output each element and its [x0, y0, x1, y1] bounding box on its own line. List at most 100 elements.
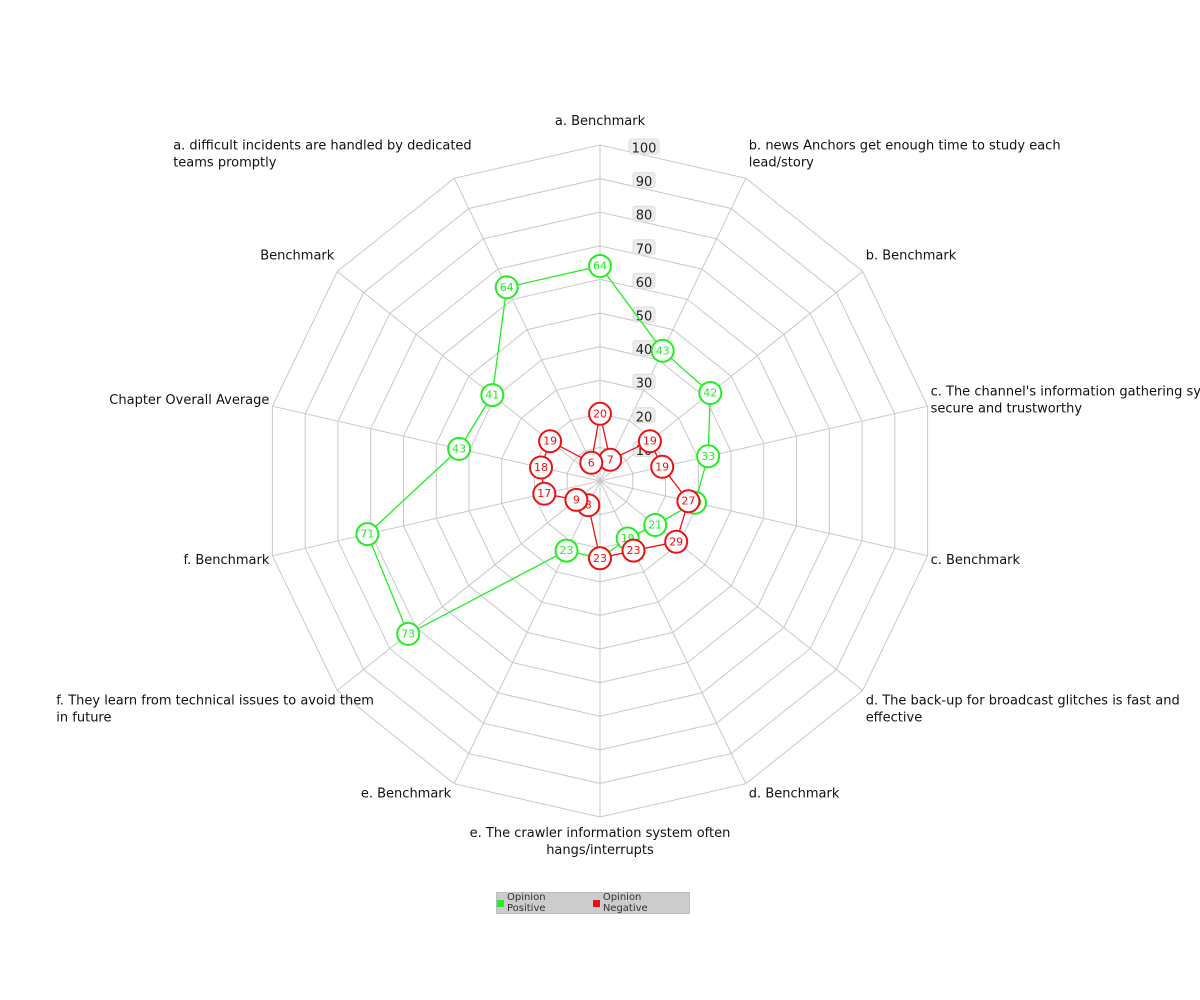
data-point [588, 254, 612, 278]
axis-label: e. The crawler information system often h… [470, 826, 731, 858]
axis-label-line: f. They learn from technical issues to a… [56, 694, 374, 709]
tick-label-bg [632, 239, 656, 256]
legend-swatch-positive [497, 899, 504, 907]
data-point [480, 383, 505, 408]
tick-label-bg [632, 172, 656, 189]
tick-label-bg [628, 138, 660, 155]
data-point [643, 513, 668, 537]
data-label: 42 [703, 387, 717, 400]
axis-label: Chapter Overall Average [109, 393, 269, 408]
axis-label-line: effective [866, 711, 923, 726]
data-point [532, 481, 557, 506]
data-point [588, 401, 612, 426]
tick-labels: 102030405060708090100 [628, 138, 660, 459]
axis-label: a. Benchmark [555, 114, 646, 129]
legend: Opinion Positive Opinion Negative [496, 892, 690, 914]
data-point [698, 381, 723, 405]
axis-label: a. difficult incidents are handled by de… [173, 138, 472, 170]
data-label: 64 [593, 260, 607, 273]
axis-label-line: c. The channel's information gathering s… [931, 385, 1200, 400]
data-point [355, 522, 380, 547]
data-label: 18 [534, 461, 548, 474]
axis-label: d. The back-up for broadcast glitches is… [866, 694, 1180, 726]
axis-label-line: d. The back-up for broadcast glitches is… [866, 694, 1180, 709]
axis-label-line: teams promptly [173, 155, 277, 170]
axis-label-line: b. Benchmark [866, 249, 957, 264]
axis-label-line: d. Benchmark [749, 787, 840, 802]
tick-label: 70 [636, 242, 653, 257]
data-point [637, 429, 662, 454]
grid-spoke [599, 480, 928, 557]
data-point [676, 489, 701, 514]
data-point [529, 455, 553, 480]
axis-label-line: lead/story [749, 155, 814, 170]
grid-spoke [453, 178, 601, 482]
axis-label: b. news Anchors get enough time to study… [749, 138, 1061, 170]
data-label: 19 [643, 435, 657, 448]
legend-item-negative: Opinion Negative [592, 892, 689, 914]
axis-label: c. The channel's information gathering s… [931, 385, 1200, 417]
data-label: 43 [452, 442, 466, 455]
axis-label: e. Benchmark [361, 787, 452, 802]
axis-label-line: f. Benchmark [183, 553, 269, 568]
data-label: 41 [485, 389, 499, 402]
data-label: 6 [588, 456, 595, 469]
data-label: 9 [573, 493, 580, 506]
axis-label: d. Benchmark [749, 787, 840, 802]
axis-label-line: in future [56, 711, 111, 726]
grid-spoke [599, 178, 747, 482]
tick-label: 20 [636, 410, 653, 425]
tick-label-bg [632, 272, 656, 289]
data-point [650, 454, 675, 479]
axis-label-line: hangs/interrupts [546, 843, 654, 858]
data-label: 27 [681, 495, 695, 508]
data-point [621, 538, 646, 563]
data-label: 23 [593, 552, 607, 565]
axis-label-line: a. Benchmark [555, 114, 646, 129]
grid [271, 144, 929, 818]
data-label: 29 [669, 535, 683, 548]
axis-labels: a. Benchmark b. news Anchors get enough t… [56, 114, 1200, 858]
data-point [447, 436, 472, 461]
data-label: 23 [560, 544, 574, 557]
data-label: 7 [607, 453, 614, 466]
series-line [366, 265, 711, 635]
tick-label: 60 [636, 276, 653, 291]
tick-label: 40 [636, 343, 653, 358]
axis-label-line: Benchmark [260, 249, 335, 264]
axis-label-line: Chapter Overall Average [109, 393, 269, 408]
data-point [538, 429, 563, 454]
data-point [650, 338, 675, 363]
axis-label: f. They learn from technical issues to a… [56, 694, 374, 726]
axis-label-line: a. difficult incidents are handled by de… [173, 138, 472, 153]
data-label: 71 [360, 528, 374, 541]
tick-label: 30 [636, 377, 653, 392]
axis-label: f. Benchmark [183, 553, 269, 568]
axis-label-line: secure and trustworthy [931, 402, 1083, 417]
data-label: 8 [585, 499, 592, 512]
data-label: 23 [627, 544, 641, 557]
tick-label: 90 [636, 175, 653, 190]
legend-label-negative: Opinion Negative [602, 892, 648, 914]
data-point [564, 487, 589, 512]
data-label: 64 [500, 281, 514, 294]
axis-label-line: c. Benchmark [931, 553, 1021, 568]
data-point [554, 538, 579, 563]
series-negative: 20 7 19 19 27 29 23 23 89 17 18 19 6 [529, 401, 701, 571]
axis-label: c. Benchmark [931, 553, 1021, 568]
axis-label: b. Benchmark [866, 249, 957, 264]
data-label: 17 [537, 487, 551, 500]
axis-label: Benchmark [260, 249, 335, 264]
data-label: 33 [701, 450, 715, 463]
data-point [696, 444, 721, 469]
tick-label: 80 [636, 209, 653, 224]
tick-label: 100 [632, 142, 657, 157]
data-point [588, 546, 612, 571]
axis-label-line: e. Benchmark [361, 787, 452, 802]
tick-label-bg [632, 373, 656, 390]
data-label: 73 [401, 627, 415, 640]
data-point [396, 621, 421, 646]
grid-spoke [453, 480, 601, 784]
axis-label-line: b. news Anchors get enough time to study… [749, 138, 1061, 153]
